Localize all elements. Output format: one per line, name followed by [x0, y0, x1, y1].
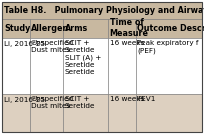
Bar [108, 38, 136, 94]
Text: SCIT +
Seretide
SLIT (A) +
Seretide
Seretide: SCIT + Seretide SLIT (A) + Seretide Sere… [65, 40, 101, 75]
Text: Arms: Arms [65, 24, 88, 33]
Bar [108, 18, 136, 38]
Text: Time of
Measure: Time of Measure [110, 18, 149, 38]
Text: Unspecified
Dust mites: Unspecified Dust mites [31, 96, 74, 109]
Text: Table H8.   Pulmonary Physiology and Airway Responsivene: Table H8. Pulmonary Physiology and Airwa… [4, 6, 204, 15]
Text: Li, 2016²25: Li, 2016²25 [4, 40, 45, 47]
Text: 16 weeks: 16 weeks [110, 96, 144, 102]
Bar [136, 18, 202, 38]
Text: SCIT +
Seretide: SCIT + Seretide [65, 96, 95, 109]
Bar [30, 18, 63, 38]
Bar [30, 38, 63, 94]
Bar [63, 94, 108, 132]
Bar [63, 18, 108, 38]
Text: Unspecified
Dust mites: Unspecified Dust mites [31, 40, 74, 53]
Text: 16 weeks: 16 weeks [110, 40, 144, 46]
Text: Allergen: Allergen [31, 24, 70, 33]
Bar [136, 94, 202, 132]
Text: Study: Study [4, 24, 30, 33]
Bar [2, 94, 30, 132]
Bar [30, 94, 63, 132]
Bar [2, 18, 30, 38]
Bar [2, 2, 202, 18]
Bar [108, 94, 136, 132]
Bar [63, 38, 108, 94]
Text: Peak expiratory f
(PEF): Peak expiratory f (PEF) [137, 40, 198, 53]
Text: FEV1: FEV1 [137, 96, 155, 102]
Text: Outcome Descri: Outcome Descri [137, 24, 204, 33]
Bar [2, 38, 30, 94]
Text: Li, 2016²25: Li, 2016²25 [4, 96, 45, 103]
Bar [136, 38, 202, 94]
